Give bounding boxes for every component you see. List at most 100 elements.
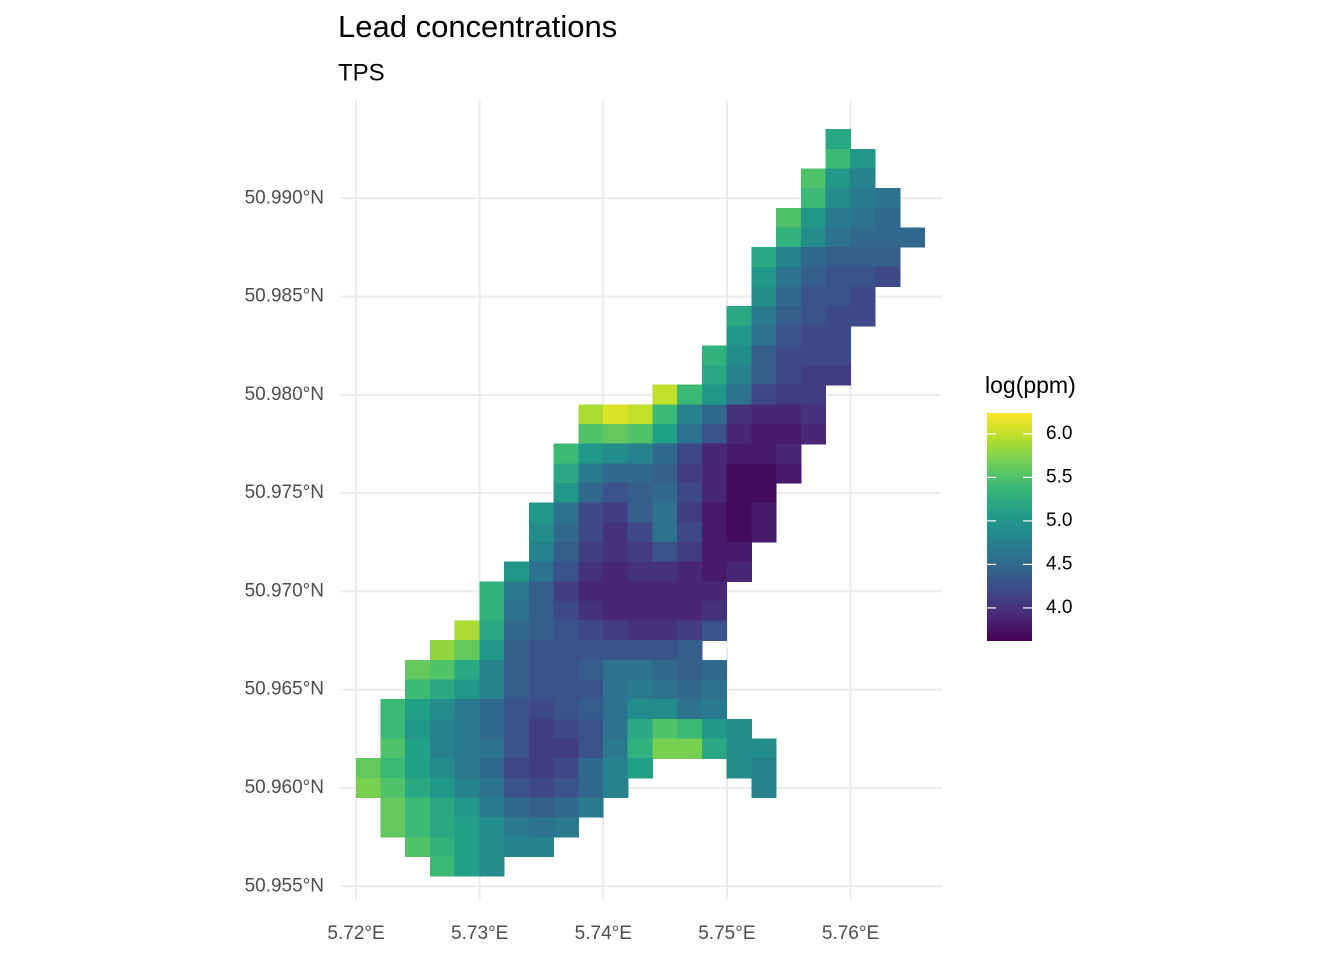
cell [701,659,728,681]
cell [677,522,703,543]
cell [504,777,530,799]
cell [726,482,752,504]
cell [578,659,604,681]
cell [553,561,579,582]
cell [677,404,703,425]
cell [825,306,851,327]
cell [578,777,604,799]
cell [405,797,431,818]
cell [504,620,530,641]
cell [578,443,604,464]
cell [602,699,629,720]
cell [652,581,678,602]
cell [454,777,480,799]
cell [578,797,604,818]
cell [701,679,728,700]
cell [825,188,851,209]
cell [726,541,752,563]
cell [454,620,480,641]
cell [405,738,431,759]
cell [751,384,777,405]
cell [405,758,431,779]
cell [652,502,678,523]
cell [874,207,901,229]
cell [652,404,678,425]
cell [751,463,777,484]
cell [602,404,629,425]
cell [776,286,802,307]
cell [479,738,505,759]
cell [553,777,579,799]
cell [776,424,802,445]
cell [429,718,456,740]
cell [553,679,579,700]
cell [652,620,678,641]
cell [751,286,777,307]
legend-title: log(ppm) [985,372,1076,398]
cell [627,699,654,720]
x-tick-label: 5.76°E [822,923,879,944]
colorbar-label: 5.5 [1046,466,1072,487]
cell [578,679,604,700]
cell [479,659,505,681]
cell [652,443,678,464]
cell [602,640,629,661]
cell [850,227,876,248]
cell [479,836,505,858]
cell [602,600,629,622]
cell [504,758,530,779]
cell [726,463,752,484]
y-tick-label: 50.955°N [245,875,324,896]
cell [677,620,703,641]
cell [701,482,728,504]
cell [726,718,752,740]
cell [627,463,654,484]
cell [726,522,752,543]
cell [578,502,604,523]
cell [405,817,431,838]
cell [627,738,654,759]
cell [504,738,530,759]
cell [429,758,456,779]
cell [429,817,456,838]
chart-title: Lead concentrations [338,9,617,44]
cell [751,777,777,799]
cell [726,758,752,779]
cell [726,345,752,366]
y-tick-label: 50.980°N [245,384,324,405]
cell [677,541,703,563]
cell [553,581,579,602]
cell [380,699,406,720]
cell [504,600,530,622]
cell [776,306,802,327]
cell [652,384,678,405]
cell [825,148,851,170]
cell [850,286,876,307]
cell [874,227,901,248]
cell [701,424,728,445]
cell [701,345,728,366]
cell [602,679,629,700]
cell [627,718,654,740]
cell [479,600,505,622]
cell [701,561,728,582]
y-tick-label: 50.975°N [245,482,324,503]
colorbar-label: 5.0 [1046,510,1072,531]
cell [850,148,876,170]
cell [602,738,629,759]
cell [380,718,406,740]
cell [652,463,678,484]
colorbar-label: 6.0 [1046,423,1072,444]
cell [578,758,604,779]
cell [677,718,703,740]
cell [776,325,802,347]
cell [578,581,604,602]
y-tick-label: 50.965°N [245,679,324,700]
cell [627,640,654,661]
cell [751,306,777,327]
cell [578,424,604,445]
cell [405,836,431,858]
cell [825,207,851,229]
cell [504,640,530,661]
cell [776,365,802,386]
